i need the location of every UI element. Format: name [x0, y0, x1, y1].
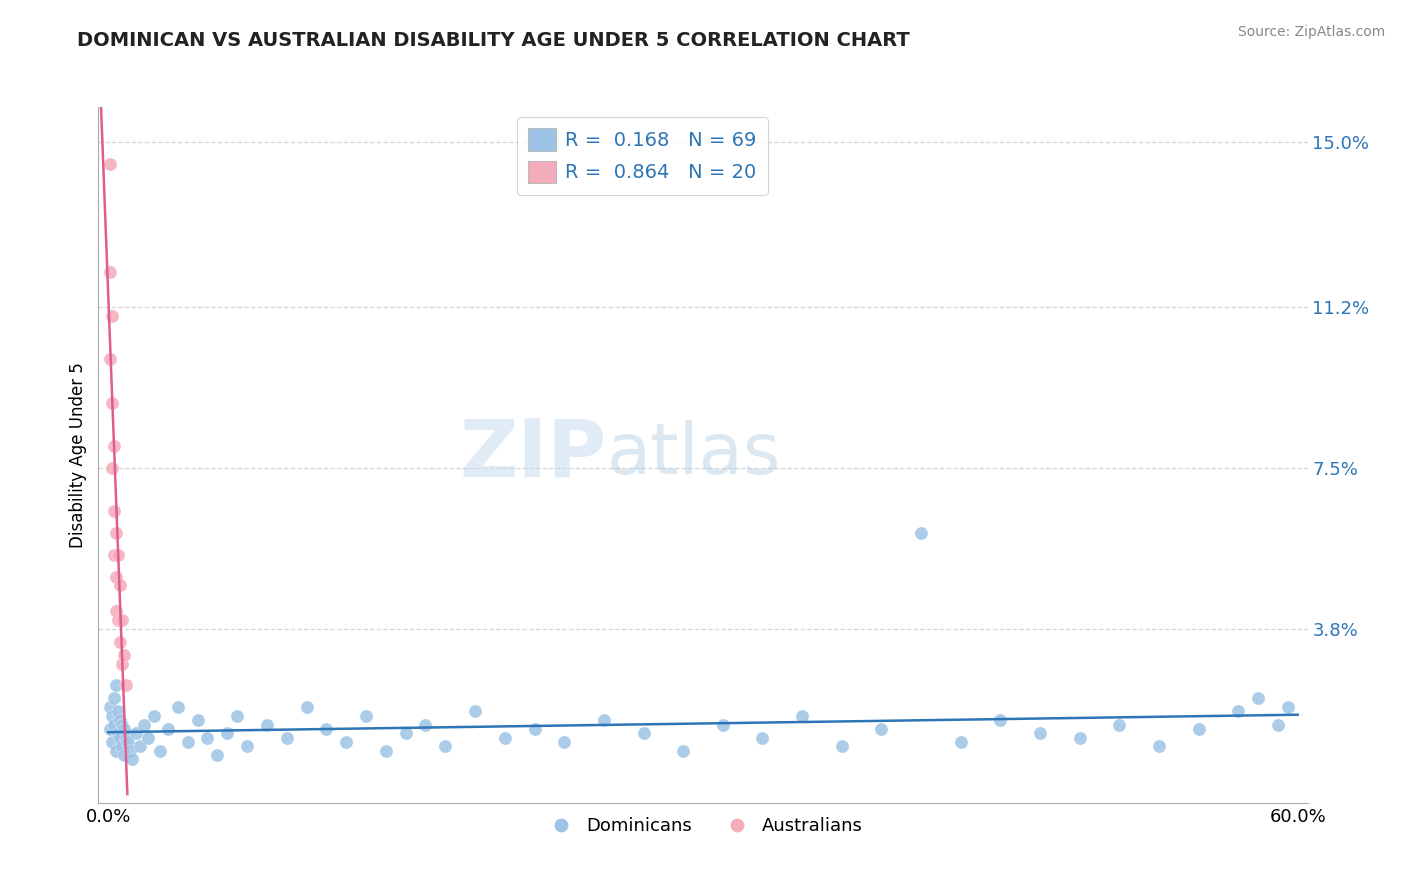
Point: [494, 731, 516, 745]
Text: ZIP: ZIP: [458, 416, 606, 494]
Point: [1227, 705, 1250, 719]
Point: [105, 744, 128, 758]
Point: [107, 613, 129, 627]
Point: [197, 731, 219, 745]
Point: [1029, 726, 1052, 740]
Point: [98, 156, 121, 170]
Point: [1108, 717, 1130, 731]
Point: [395, 726, 418, 740]
Point: [111, 613, 134, 627]
Point: [98, 352, 121, 367]
Point: [112, 648, 135, 662]
Point: [103, 548, 125, 562]
Point: [633, 726, 655, 740]
Point: [149, 744, 172, 758]
Point: [1187, 722, 1209, 736]
Point: [1069, 731, 1091, 745]
Point: [1267, 717, 1289, 731]
Point: [132, 717, 155, 731]
Point: [988, 713, 1011, 727]
Point: [111, 739, 134, 754]
Point: [117, 735, 139, 749]
Point: [115, 731, 138, 745]
Point: [105, 569, 128, 583]
Point: [186, 713, 208, 727]
Point: [434, 739, 457, 754]
Point: [120, 744, 142, 758]
Point: [103, 717, 125, 731]
Point: [136, 731, 159, 745]
Point: [107, 548, 129, 562]
Y-axis label: Disability Age Under 5: Disability Age Under 5: [69, 362, 87, 548]
Point: [111, 657, 134, 671]
Point: [553, 735, 575, 749]
Point: [176, 735, 198, 749]
Point: [354, 708, 377, 723]
Point: [98, 265, 121, 279]
Point: [415, 717, 437, 731]
Legend: Dominicans, Australians: Dominicans, Australians: [536, 810, 870, 842]
Point: [1147, 739, 1170, 754]
Point: [101, 708, 124, 723]
Point: [156, 722, 179, 736]
Point: [751, 731, 773, 745]
Point: [105, 678, 128, 692]
Point: [217, 726, 239, 740]
Point: [105, 605, 128, 619]
Point: [711, 717, 734, 731]
Point: [1277, 700, 1299, 714]
Text: Source: ZipAtlas.com: Source: ZipAtlas.com: [1237, 25, 1385, 39]
Text: DOMINICAN VS AUSTRALIAN DISABILITY AGE UNDER 5 CORRELATION CHART: DOMINICAN VS AUSTRALIAN DISABILITY AGE U…: [77, 31, 910, 50]
Point: [790, 708, 813, 723]
Point: [207, 747, 229, 762]
Point: [110, 578, 132, 592]
Point: [236, 739, 259, 754]
Point: [464, 705, 486, 719]
Point: [121, 752, 143, 766]
Point: [103, 691, 125, 706]
Point: [672, 744, 695, 758]
Point: [335, 735, 357, 749]
Point: [295, 700, 318, 714]
Point: [112, 747, 135, 762]
Point: [107, 705, 129, 719]
Point: [910, 526, 932, 541]
Point: [107, 726, 129, 740]
Point: [110, 731, 132, 745]
Text: atlas: atlas: [606, 420, 780, 490]
Point: [523, 722, 546, 736]
Point: [103, 439, 125, 453]
Point: [125, 726, 148, 740]
Point: [101, 461, 124, 475]
Point: [115, 678, 138, 692]
Point: [226, 708, 249, 723]
Point: [166, 700, 188, 714]
Point: [593, 713, 616, 727]
Point: [111, 717, 134, 731]
Point: [374, 744, 396, 758]
Point: [870, 722, 893, 736]
Point: [98, 722, 121, 736]
Point: [101, 309, 124, 323]
Point: [112, 722, 135, 736]
Point: [949, 735, 972, 749]
Point: [1247, 691, 1270, 706]
Point: [315, 722, 337, 736]
Point: [101, 395, 124, 409]
Point: [105, 526, 128, 541]
Point: [101, 735, 124, 749]
Point: [831, 739, 853, 754]
Point: [142, 708, 165, 723]
Point: [98, 700, 121, 714]
Point: [110, 713, 132, 727]
Point: [256, 717, 278, 731]
Point: [110, 635, 132, 649]
Point: [129, 739, 152, 754]
Point: [276, 731, 298, 745]
Point: [103, 504, 125, 518]
